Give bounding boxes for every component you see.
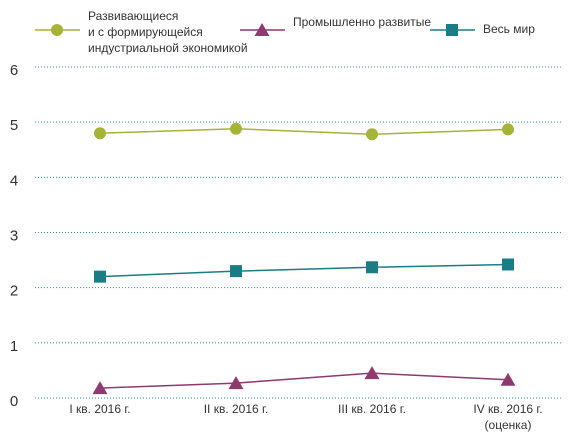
y-tick-label: 5 <box>10 117 18 134</box>
point <box>366 128 378 141</box>
y-tick-label: 0 <box>10 393 18 410</box>
line <box>99 372 509 389</box>
legend-label: Развивающиеся и с формирующейся индустриал… <box>88 9 248 55</box>
y-tick-label: 3 <box>10 227 18 244</box>
point <box>366 261 378 274</box>
point <box>364 366 380 380</box>
y-tick-label: 6 <box>10 62 18 79</box>
point <box>230 122 242 135</box>
line <box>99 263 509 278</box>
point <box>500 372 516 386</box>
x-tick-label: III кв. 2016 г. <box>338 402 406 416</box>
legend-marker <box>51 24 63 36</box>
legend-label: Промышленно развитые <box>293 15 431 29</box>
line <box>99 128 509 136</box>
y-tick-label: 4 <box>10 172 18 189</box>
y-tick-label: 1 <box>10 338 18 355</box>
legend-label: Весь мир <box>483 22 535 36</box>
point <box>230 265 242 278</box>
point <box>94 270 106 283</box>
point <box>228 376 244 390</box>
x-tick-label: II кв. 2016 г. <box>204 402 269 416</box>
point <box>94 127 106 140</box>
y-tick-label: 2 <box>10 283 18 300</box>
legend-marker <box>446 24 458 36</box>
point <box>502 258 514 271</box>
point <box>92 381 108 395</box>
x-tick-label: I кв. 2016 г. <box>69 402 130 416</box>
point <box>502 123 514 136</box>
x-tick-label: IV кв. 2016 г. (оценка) <box>473 402 542 432</box>
legend-marker <box>254 23 270 36</box>
